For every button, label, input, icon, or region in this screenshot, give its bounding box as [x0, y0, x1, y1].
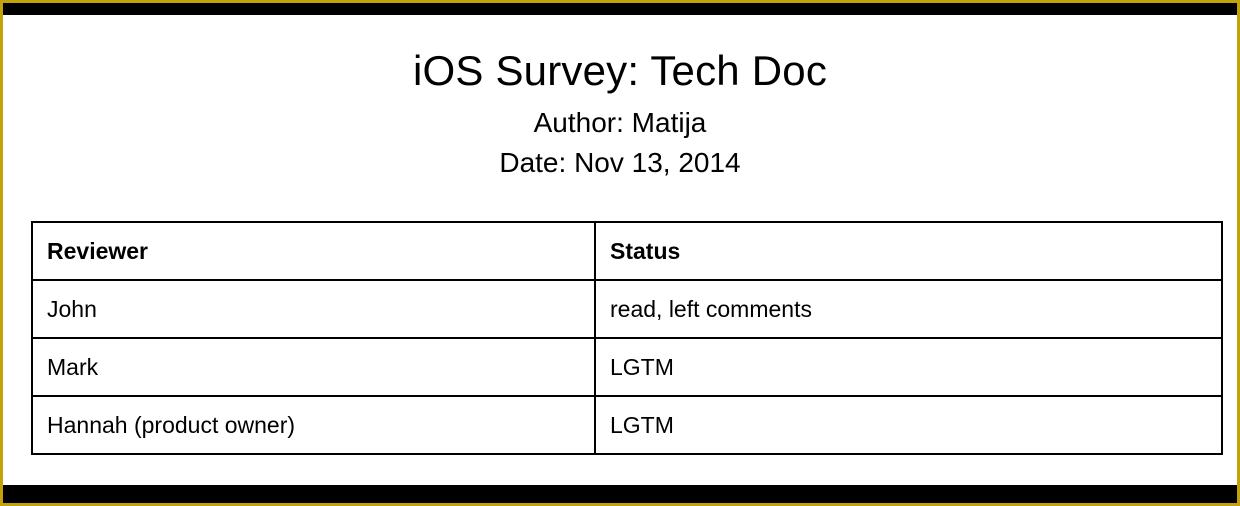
table-header-row: Reviewer Status: [31, 221, 1223, 281]
review-table: Reviewer Status John read, left comments…: [31, 221, 1223, 455]
cell-status: LGTM: [594, 395, 1223, 455]
cell-reviewer: John: [31, 279, 596, 339]
column-header-reviewer: Reviewer: [31, 221, 596, 281]
cell-reviewer: Hannah (product owner): [31, 395, 596, 455]
review-table-container: Reviewer Status John read, left comments…: [31, 221, 1223, 455]
bottom-accent-bar: [3, 485, 1237, 503]
cell-status: LGTM: [594, 337, 1223, 397]
top-accent-bar: [3, 3, 1237, 15]
table-row: John read, left comments: [31, 279, 1223, 339]
title-block: iOS Survey: Tech Doc Author: Matija Date…: [3, 15, 1237, 184]
date-line: Date: Nov 13, 2014: [499, 147, 741, 179]
page-title: iOS Survey: Tech Doc: [412, 47, 828, 94]
cell-status: read, left comments: [594, 279, 1223, 339]
cell-reviewer: Mark: [31, 337, 596, 397]
table-row: Hannah (product owner) LGTM: [31, 395, 1223, 455]
column-header-status: Status: [594, 221, 1223, 281]
table-row: Mark LGTM: [31, 337, 1223, 397]
author-line: Author: Matija: [533, 107, 707, 139]
slide-content: iOS Survey: Tech Doc Author: Matija Date…: [3, 15, 1237, 485]
